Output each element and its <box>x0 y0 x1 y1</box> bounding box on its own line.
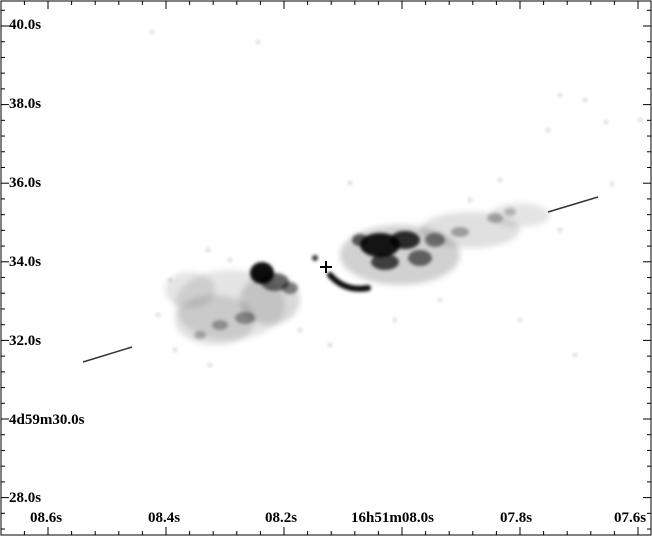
y-tick-label: 34.0s <box>9 254 42 270</box>
y-tick-label: 36.0s <box>9 175 42 191</box>
x-tick-label: 08.4s <box>148 510 181 526</box>
y-tick-label: 38.0s <box>9 96 42 112</box>
y-tick-label: 32.0s <box>9 333 42 349</box>
y-tick-label: 4d59m30.0s <box>9 412 85 428</box>
jet-axis-east <box>547 196 599 213</box>
nucleus-cross-marker <box>320 261 332 273</box>
x-tick-label: 08.2s <box>265 510 298 526</box>
y-tick-label: 28.0s <box>9 490 42 506</box>
x-tick-label: 16h51m08.0s <box>351 510 434 526</box>
jet-axis-west <box>82 346 133 363</box>
x-tick-label: 07.8s <box>500 510 533 526</box>
emission-map <box>150 30 642 367</box>
y-tick-label: 40.0s <box>9 17 42 33</box>
x-tick-label: 07.6s <box>614 510 647 526</box>
x-tick-label: 08.6s <box>30 510 63 526</box>
